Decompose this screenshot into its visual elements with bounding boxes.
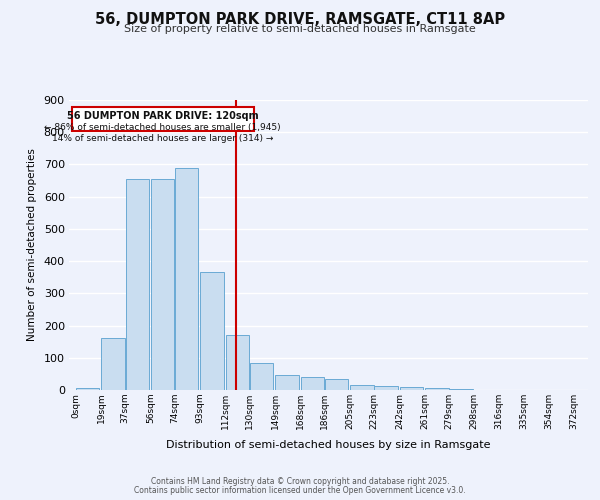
Bar (400, 387, 423, 390)
Bar (175, 168, 199, 390)
Bar (125, 179, 149, 390)
Text: 56 DUMPTON PARK DRIVE: 120sqm: 56 DUMPTON PARK DRIVE: 120sqm (67, 111, 259, 121)
X-axis label: Distribution of semi-detached houses by size in Ramsgate: Distribution of semi-detached houses by … (166, 440, 491, 450)
Bar (226, 335, 249, 390)
Bar (374, 386, 398, 390)
Bar (151, 179, 175, 390)
Bar (350, 385, 374, 390)
Bar (76, 388, 100, 390)
Text: 56, DUMPTON PARK DRIVE, RAMSGATE, CT11 8AP: 56, DUMPTON PARK DRIVE, RAMSGATE, CT11 8… (95, 12, 505, 28)
Bar (101, 338, 125, 390)
Text: Contains HM Land Registry data © Crown copyright and database right 2025.: Contains HM Land Registry data © Crown c… (151, 477, 449, 486)
Text: Size of property relative to semi-detached houses in Ramsgate: Size of property relative to semi-detach… (124, 24, 476, 34)
Bar (250, 362, 274, 390)
Bar (325, 380, 348, 390)
Y-axis label: Number of semi-detached properties: Number of semi-detached properties (27, 148, 37, 342)
Bar (425, 388, 449, 390)
Text: Contains public sector information licensed under the Open Government Licence v3: Contains public sector information licen… (134, 486, 466, 495)
Text: ← 86% of semi-detached houses are smaller (1,945): ← 86% of semi-detached houses are smalle… (44, 123, 281, 132)
Text: 14% of semi-detached houses are larger (314) →: 14% of semi-detached houses are larger (… (52, 134, 274, 143)
Bar (301, 377, 324, 390)
Bar (200, 272, 224, 390)
Bar (275, 374, 299, 390)
Bar (449, 389, 473, 390)
